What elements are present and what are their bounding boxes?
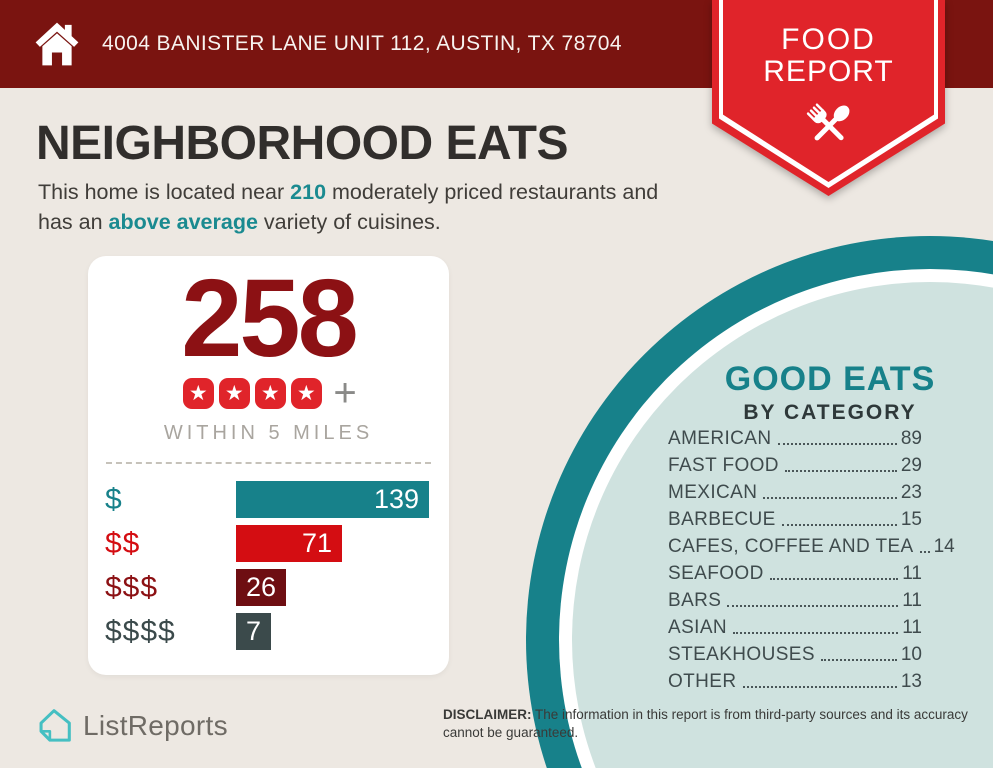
dashed-divider bbox=[106, 462, 431, 464]
price-tier-label: $$ bbox=[105, 526, 141, 560]
plus-icon: + bbox=[333, 371, 357, 415]
list-item: OTHER 13 bbox=[668, 672, 922, 691]
dotted-leader bbox=[781, 524, 897, 526]
category-count: 10 bbox=[900, 644, 922, 665]
list-item: STEAKHOUSES 10 bbox=[668, 645, 922, 664]
bar-value: 71 bbox=[301, 528, 332, 558]
intro-paragraph: This home is located near 210 moderately… bbox=[38, 177, 728, 237]
dotted-leader bbox=[919, 551, 930, 553]
good-eats-title: GOOD EATS BY CATEGORY bbox=[680, 360, 980, 425]
intro-text-4: variety of cuisines. bbox=[257, 210, 441, 235]
bar-row: $ 139 bbox=[105, 481, 449, 518]
price-tier-bar-chart: $ 139 $$ 71 $$$ 26 $$$$ 7 bbox=[105, 481, 449, 650]
category-label: BARBECUE bbox=[668, 509, 776, 530]
category-label: OTHER bbox=[668, 671, 737, 692]
list-item: MEXICAN 23 bbox=[668, 483, 922, 502]
bar: 71 bbox=[236, 525, 342, 562]
ribbon-title-line2: REPORT bbox=[763, 54, 894, 88]
good-eats-list: AMERICAN 89 FAST FOOD 29 MEXICAN 23 BARBECU… bbox=[668, 429, 955, 699]
bar: 26 bbox=[236, 569, 286, 606]
page-title: NEIGHBORHOOD EATS bbox=[36, 117, 568, 170]
category-label: SEAFOOD bbox=[668, 563, 764, 584]
property-address: 4004 BANISTER LANE UNIT 112, AUSTIN, TX … bbox=[102, 32, 622, 55]
good-eats-heading: GOOD EATS bbox=[724, 360, 936, 398]
dotted-leader bbox=[733, 632, 899, 634]
dotted-leader bbox=[777, 443, 897, 445]
bar: 139 bbox=[236, 481, 429, 518]
category-count: 89 bbox=[900, 428, 922, 449]
category-label: CAFES, COFFEE AND TEA bbox=[668, 536, 914, 557]
list-item: FAST FOOD 29 bbox=[668, 456, 922, 475]
category-count: 11 bbox=[902, 563, 922, 584]
category-count: 23 bbox=[900, 482, 922, 503]
star-icon: ★ bbox=[218, 378, 250, 409]
listreports-logo-icon bbox=[39, 709, 71, 742]
bar-value: 26 bbox=[245, 572, 276, 602]
intro-text-2: moderately priced restaurants and bbox=[326, 180, 659, 204]
ribbon-title-line1: FOOD bbox=[781, 23, 876, 56]
list-item: BARS 11 bbox=[668, 591, 922, 610]
bar-value: 139 bbox=[373, 484, 419, 514]
ribbon-title: FOOD REPORT bbox=[712, 24, 945, 87]
radius-caption: WITHIN 5 MILES bbox=[163, 422, 374, 444]
disclaimer-label: DISCLAIMER: bbox=[443, 707, 532, 722]
star-icon: ★ bbox=[290, 378, 322, 409]
category-label: MEXICAN bbox=[668, 482, 758, 503]
dotted-leader bbox=[820, 659, 897, 661]
bar-row: $$$$ 7 bbox=[105, 613, 449, 650]
category-count: 14 bbox=[933, 536, 955, 557]
good-eats-subheading: BY CATEGORY bbox=[743, 401, 917, 424]
price-tier-label: $$$ bbox=[105, 570, 159, 604]
price-tier-label: $ bbox=[105, 482, 123, 516]
crossed-spoon-fork-icon bbox=[806, 103, 850, 141]
brand-name: ListReports bbox=[83, 710, 228, 741]
list-item: BARBECUE 15 bbox=[668, 510, 922, 529]
variety-highlight: above average bbox=[108, 210, 258, 235]
bar-row: $$ 71 bbox=[105, 525, 449, 562]
home-icon bbox=[35, 22, 79, 66]
restaurant-count-highlight: 210 bbox=[290, 180, 327, 204]
dotted-leader bbox=[742, 686, 897, 688]
price-tier-label: $$$$ bbox=[105, 614, 176, 648]
list-item: ASIAN 11 bbox=[668, 618, 922, 637]
dotted-leader bbox=[769, 578, 899, 580]
dotted-leader bbox=[727, 605, 899, 607]
disclaimer-text: The information in this report is from t… bbox=[443, 707, 968, 741]
category-count: 29 bbox=[900, 455, 922, 476]
food-report-ribbon: FOOD REPORT bbox=[712, 0, 945, 196]
star-rating: ★ ★ ★ ★ + bbox=[88, 371, 449, 415]
category-count: 13 bbox=[900, 671, 922, 692]
list-item: SEAFOOD 11 bbox=[668, 564, 922, 583]
bar-value: 7 bbox=[245, 616, 261, 646]
list-item: CAFES, COFFEE AND TEA 14 bbox=[668, 536, 955, 557]
category-count: 11 bbox=[902, 617, 922, 638]
category-label: STEAKHOUSES bbox=[668, 644, 815, 665]
listreports-brand: ListReports bbox=[34, 706, 228, 746]
star-icon: ★ bbox=[182, 378, 214, 409]
dotted-leader bbox=[763, 497, 897, 499]
intro-text-1: This home is located near bbox=[38, 180, 291, 204]
category-label: BARS bbox=[668, 590, 722, 611]
category-count: 15 bbox=[900, 509, 922, 530]
bar-row: $$$ 26 bbox=[105, 569, 449, 606]
restaurant-summary-card: 258 ★ ★ ★ ★ + WITHIN 5 MILES $ 139 $$ 71 $$$… bbox=[88, 256, 449, 675]
disclaimer: DISCLAIMER: The information in this repo… bbox=[443, 706, 993, 742]
star-icon: ★ bbox=[254, 378, 286, 409]
bar: 7 bbox=[236, 613, 271, 650]
dotted-leader bbox=[784, 470, 897, 472]
category-label: ASIAN bbox=[668, 617, 728, 638]
intro-text-3: has an bbox=[38, 210, 109, 235]
category-count: 11 bbox=[902, 590, 922, 611]
list-item: AMERICAN 89 bbox=[668, 429, 922, 448]
category-label: FAST FOOD bbox=[668, 455, 779, 476]
restaurant-count: 258 bbox=[181, 257, 359, 380]
category-label: AMERICAN bbox=[668, 428, 772, 449]
